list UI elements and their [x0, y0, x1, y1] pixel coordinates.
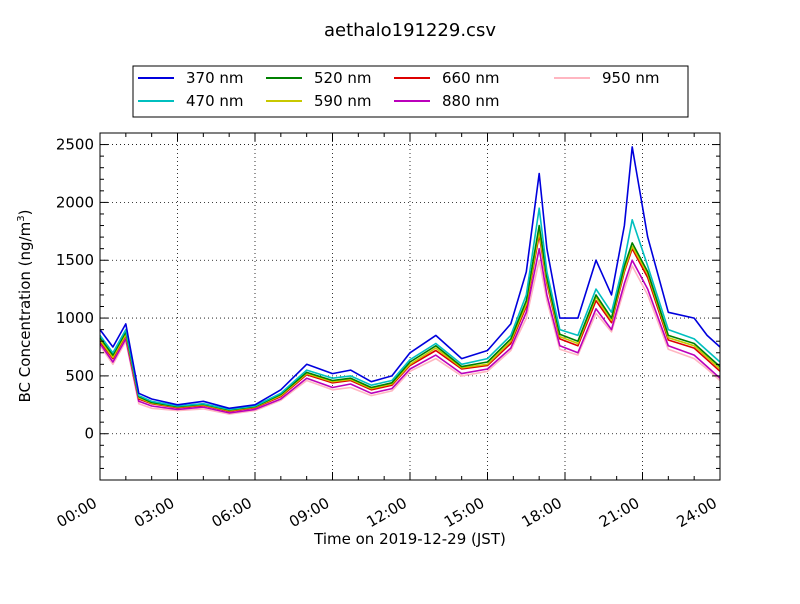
- y-axis-label: BC Concentration (ng/m3): [16, 210, 34, 403]
- y-tick-label: 500: [65, 367, 94, 385]
- chart-title: aethalo191229.csv: [324, 20, 496, 41]
- legend-label: 590 nm: [314, 92, 372, 110]
- y-axis-label-superscript: 3: [16, 215, 27, 221]
- y-tick-label: 0: [84, 425, 94, 443]
- series-line-880-nm: [99, 247, 721, 414]
- y-axis-label-main: BC Concentration (ng/m: [16, 222, 34, 403]
- legend-label: 880 nm: [442, 92, 500, 110]
- legend-label: 470 nm: [186, 92, 244, 110]
- y-tick-label: 1000: [56, 309, 94, 327]
- legend-label: 370 nm: [186, 69, 244, 87]
- y-tick-label: 2000: [56, 193, 94, 211]
- grid-lines: [100, 133, 720, 480]
- series-line-950-nm: [99, 259, 721, 415]
- series-layer: [99, 146, 721, 415]
- legend-box: [132, 65, 689, 118]
- y-tick-label: 2500: [56, 136, 94, 154]
- legend: 370 nm 470 nm 520 nm 590 nm 660 nm 880 nm 950 …: [132, 65, 689, 118]
- legend-label: 520 nm: [314, 69, 372, 87]
- series-line-370-nm: [99, 146, 721, 410]
- y-axis-label-suffix: ): [16, 210, 34, 216]
- legend-label: 950 nm: [602, 69, 660, 87]
- legend-label: 660 nm: [442, 69, 500, 87]
- axis-ticks: [99, 132, 721, 480]
- y-tick-label: 1500: [56, 251, 94, 269]
- x-axis-label: Time on 2019-12-29 (JST): [313, 530, 506, 548]
- series-line-470-nm: [99, 207, 721, 411]
- legend-entries: 370 nm 470 nm 520 nm 590 nm 660 nm 880 nm 950 …: [138, 69, 660, 110]
